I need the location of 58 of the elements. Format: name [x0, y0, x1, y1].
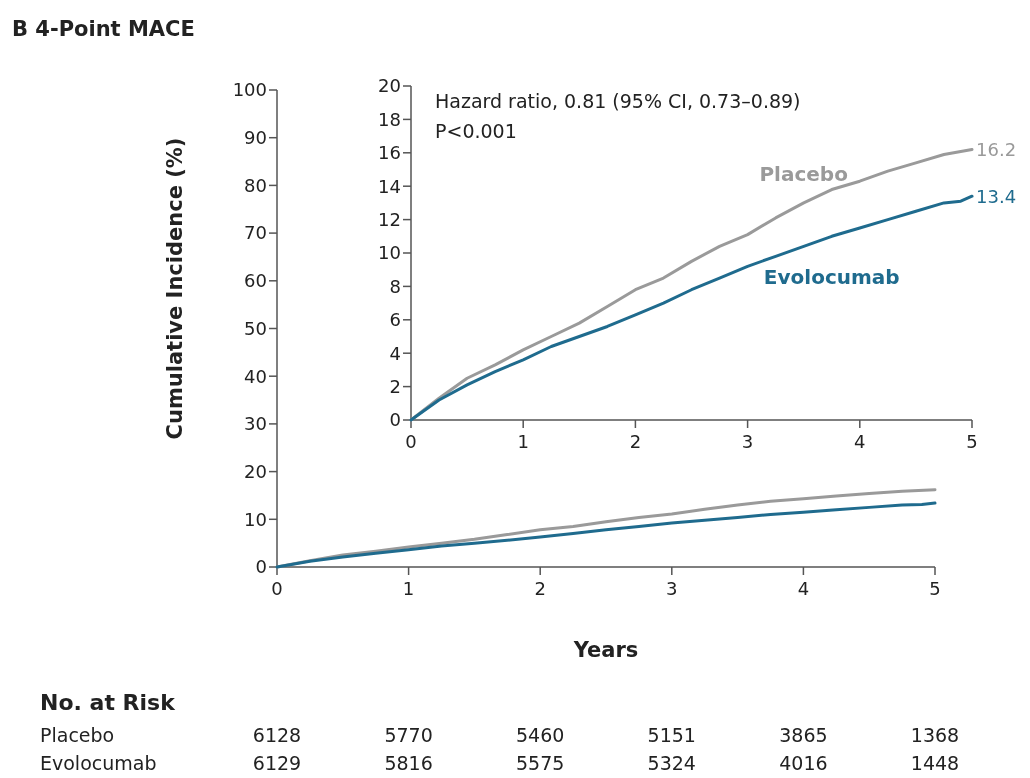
text: 5816 — [384, 752, 433, 774]
text: 4016 — [779, 752, 828, 774]
y-tick-label: 2 — [389, 375, 401, 397]
series-label: Evolocumab — [763, 265, 900, 290]
text: 6128 — [252, 724, 302, 746]
x-tick-label: 4 — [797, 578, 810, 599]
annotation: P<0.001 — [435, 120, 517, 142]
annotation: Hazard ratio, 0.81 (95% CI, 0.73–0.89) — [435, 90, 801, 112]
y-tick-label: 0 — [255, 556, 267, 578]
y-tick-label: 70 — [244, 222, 267, 244]
series-label: Placebo — [759, 161, 848, 186]
x-tick-label: 5 — [966, 431, 978, 452]
text: 5151 — [647, 724, 696, 746]
y-tick-label: 12 — [378, 208, 401, 230]
y-tick-label: 8 — [389, 275, 401, 297]
y-axis-title: Cumulative Incidence (%) — [163, 137, 187, 440]
y-tick-label: 14 — [378, 175, 401, 197]
x-tick-label: 0 — [405, 431, 417, 452]
text: B 4-Point MACE — [12, 17, 195, 41]
y-tick-label: 6 — [389, 309, 401, 331]
text: 6129 — [252, 752, 302, 774]
data-label: 13.4 — [976, 185, 1017, 207]
data-label: 16.2 — [976, 138, 1017, 160]
x-tick-label: 1 — [517, 431, 529, 452]
x-tick-label: 5 — [929, 578, 941, 599]
text: 3865 — [779, 724, 828, 746]
text: 1448 — [910, 752, 960, 774]
y-tick-label: 10 — [378, 242, 401, 264]
text: No. at Risk — [40, 690, 177, 715]
x-tick-label: 0 — [271, 578, 283, 599]
y-tick-label: 90 — [244, 127, 267, 148]
x-tick-label: 1 — [402, 578, 415, 599]
y-tick-label: 16 — [378, 142, 401, 164]
text: 5460 — [516, 724, 565, 746]
x-axis-title: Years — [572, 638, 639, 662]
y-tick-label: 18 — [378, 108, 401, 130]
y-tick-label: 20 — [378, 75, 401, 97]
x-tick-label: 2 — [534, 578, 546, 599]
y-tick-label: 40 — [244, 365, 267, 387]
text: 5324 — [647, 752, 696, 774]
y-tick-label: 100 — [232, 79, 267, 101]
x-tick-label: 3 — [741, 431, 754, 452]
y-tick-label: 60 — [244, 270, 267, 292]
text: 1368 — [910, 724, 960, 746]
text: 5770 — [384, 724, 433, 746]
y-tick-label: 80 — [244, 174, 267, 196]
text: Evolocumab — [40, 752, 157, 774]
x-tick-label: 3 — [666, 578, 678, 599]
x-tick-label: 2 — [629, 431, 642, 452]
y-tick-label: 50 — [244, 317, 267, 339]
y-tick-label: 30 — [244, 413, 267, 435]
y-tick-label: 4 — [389, 342, 401, 364]
y-tick-label: 10 — [244, 508, 267, 530]
y-tick-label: 0 — [389, 409, 401, 431]
x-tick-label: 4 — [854, 431, 866, 452]
text: Placebo — [40, 724, 115, 746]
y-tick-label: 20 — [244, 460, 267, 482]
text: 5575 — [516, 752, 565, 774]
